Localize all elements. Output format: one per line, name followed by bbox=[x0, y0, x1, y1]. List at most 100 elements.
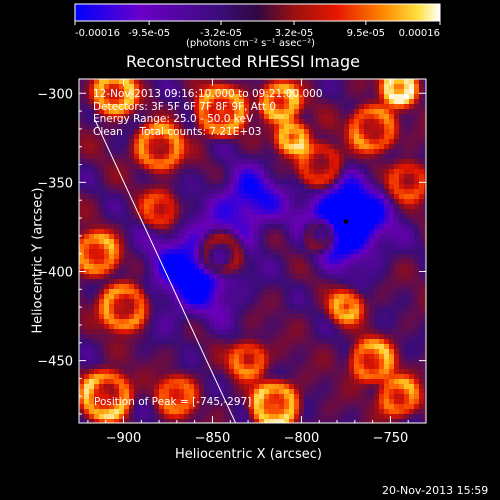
heatmap-cell bbox=[284, 144, 289, 149]
heatmap-cell bbox=[114, 309, 119, 314]
heatmap-cell bbox=[349, 234, 354, 239]
heatmap-cell bbox=[84, 214, 89, 219]
heatmap-cell bbox=[304, 269, 309, 274]
heatmap-cell bbox=[304, 259, 309, 264]
heatmap-cell bbox=[409, 244, 414, 249]
heatmap-cell bbox=[134, 149, 139, 154]
y-tick-label: −300 bbox=[37, 87, 73, 102]
heatmap-cell bbox=[409, 374, 414, 379]
heatmap-cell bbox=[349, 314, 354, 319]
heatmap-cell bbox=[279, 224, 284, 229]
heatmap-cell bbox=[224, 334, 229, 339]
heatmap-cell bbox=[119, 184, 124, 189]
heatmap-cell bbox=[354, 334, 359, 339]
heatmap-cell bbox=[84, 204, 89, 209]
heatmap-cell bbox=[259, 139, 264, 144]
heatmap-cell bbox=[174, 384, 179, 389]
heatmap-cell bbox=[254, 399, 259, 404]
heatmap-cell bbox=[324, 299, 329, 304]
heatmap-cell bbox=[409, 379, 414, 384]
heatmap-cell bbox=[184, 414, 189, 419]
heatmap-cell bbox=[374, 139, 379, 144]
heatmap-cell bbox=[369, 219, 374, 224]
heatmap-cell bbox=[179, 249, 184, 254]
colorbar-tick-label: -0.00016 bbox=[75, 28, 120, 39]
heatmap-cell bbox=[334, 289, 339, 294]
heatmap-cell bbox=[164, 284, 169, 289]
info-detectors: Detectors: 3F 5F 6F 7F 8F 9F, Att 0 bbox=[93, 101, 323, 114]
heatmap-cell bbox=[419, 384, 424, 389]
heatmap-cell bbox=[309, 79, 314, 84]
heatmap-cell bbox=[309, 324, 314, 329]
heatmap-cell bbox=[254, 249, 259, 254]
heatmap-cell bbox=[404, 289, 409, 294]
heatmap-cell bbox=[169, 199, 174, 204]
heatmap-cell bbox=[94, 309, 99, 314]
heatmap-cell bbox=[124, 304, 129, 309]
heatmap-cell bbox=[129, 374, 134, 379]
heatmap-cell bbox=[204, 249, 209, 254]
heatmap-cell bbox=[244, 214, 249, 219]
heatmap-cell bbox=[389, 309, 394, 314]
heatmap-cell bbox=[289, 284, 294, 289]
heatmap-cell bbox=[284, 204, 289, 209]
heatmap-cell bbox=[194, 194, 199, 199]
heatmap-cell bbox=[249, 379, 254, 384]
heatmap-cell bbox=[234, 299, 239, 304]
heatmap-cell bbox=[379, 139, 384, 144]
heatmap-cell bbox=[309, 354, 314, 359]
heatmap-cell bbox=[104, 349, 109, 354]
heatmap-cell bbox=[329, 394, 334, 399]
heatmap-cell bbox=[154, 289, 159, 294]
heatmap-cell bbox=[129, 389, 134, 394]
heatmap-cell bbox=[199, 209, 204, 214]
heatmap-cell bbox=[339, 89, 344, 94]
heatmap-cell bbox=[169, 164, 174, 169]
heatmap-cell bbox=[219, 409, 224, 414]
heatmap-cell bbox=[389, 249, 394, 254]
heatmap-cell bbox=[329, 244, 334, 249]
heatmap-cell bbox=[344, 329, 349, 334]
heatmap-cell bbox=[119, 269, 124, 274]
heatmap-cell bbox=[199, 179, 204, 184]
heatmap-cell bbox=[224, 164, 229, 169]
heatmap-cell bbox=[139, 149, 144, 154]
heatmap-cell bbox=[139, 279, 144, 284]
heatmap-cell bbox=[249, 144, 254, 149]
heatmap-cell bbox=[134, 374, 139, 379]
heatmap-cell bbox=[114, 299, 119, 304]
heatmap-cell bbox=[124, 324, 129, 329]
heatmap-cell bbox=[369, 124, 374, 129]
heatmap-cell bbox=[344, 94, 349, 99]
heatmap-cell bbox=[289, 279, 294, 284]
heatmap-cell bbox=[219, 169, 224, 174]
heatmap-cell bbox=[269, 264, 274, 269]
heatmap-cell bbox=[269, 144, 274, 149]
heatmap-cell bbox=[244, 189, 249, 194]
heatmap-cell bbox=[384, 294, 389, 299]
heatmap-cell bbox=[329, 94, 334, 99]
heatmap-cell bbox=[404, 159, 409, 164]
heatmap-cell bbox=[124, 249, 129, 254]
heatmap-cell bbox=[334, 184, 339, 189]
heatmap-cell bbox=[364, 104, 369, 109]
heatmap-cell bbox=[199, 374, 204, 379]
heatmap-cell bbox=[294, 284, 299, 289]
heatmap-cell bbox=[399, 389, 404, 394]
heatmap-cell bbox=[334, 159, 339, 164]
heatmap-cell bbox=[419, 229, 424, 234]
heatmap-cell bbox=[124, 229, 129, 234]
heatmap-cell bbox=[229, 249, 234, 254]
heatmap-cell bbox=[354, 324, 359, 329]
heatmap-cell bbox=[139, 299, 144, 304]
heatmap-cell bbox=[314, 364, 319, 369]
heatmap-cell bbox=[84, 174, 89, 179]
heatmap-cell bbox=[199, 224, 204, 229]
heatmap-cell bbox=[404, 384, 409, 389]
heatmap-cell bbox=[389, 324, 394, 329]
heatmap-cell bbox=[104, 289, 109, 294]
heatmap-cell bbox=[94, 79, 99, 84]
heatmap-cell bbox=[84, 284, 89, 289]
heatmap-cell bbox=[94, 239, 99, 244]
heatmap-cell bbox=[159, 244, 164, 249]
